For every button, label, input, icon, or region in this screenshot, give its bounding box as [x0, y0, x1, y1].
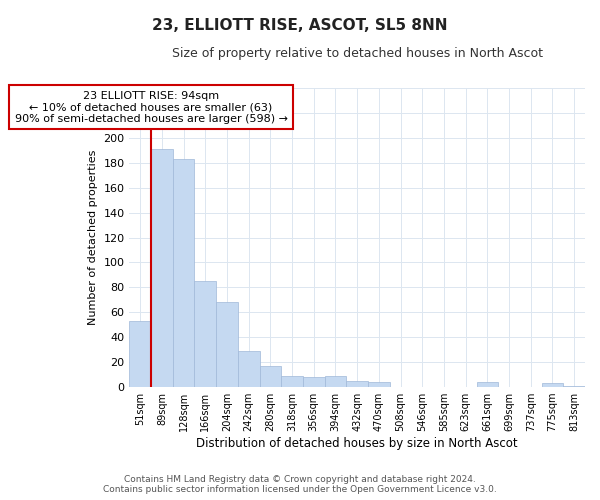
Bar	[476, 382, 498, 387]
Bar	[238, 351, 260, 387]
Text: 23 ELLIOTT RISE: 94sqm
← 10% of detached houses are smaller (63)
90% of semi-det: 23 ELLIOTT RISE: 94sqm ← 10% of detached…	[14, 90, 287, 124]
Bar	[346, 381, 368, 387]
Text: Contains public sector information licensed under the Open Government Licence v3: Contains public sector information licen…	[103, 484, 497, 494]
Bar	[260, 366, 281, 387]
X-axis label: Distribution of detached houses by size in North Ascot: Distribution of detached houses by size …	[196, 437, 518, 450]
Bar	[281, 376, 303, 387]
Bar	[303, 377, 325, 387]
Bar	[173, 159, 194, 387]
Text: Contains HM Land Registry data © Crown copyright and database right 2024.: Contains HM Land Registry data © Crown c…	[124, 475, 476, 484]
Bar	[194, 281, 216, 387]
Bar	[151, 149, 173, 387]
Bar	[563, 386, 585, 387]
Bar	[325, 376, 346, 387]
Title: Size of property relative to detached houses in North Ascot: Size of property relative to detached ho…	[172, 48, 542, 60]
Bar	[542, 384, 563, 387]
Bar	[368, 382, 390, 387]
Bar	[216, 302, 238, 387]
Y-axis label: Number of detached properties: Number of detached properties	[88, 150, 98, 326]
Bar	[130, 321, 151, 387]
Text: 23, ELLIOTT RISE, ASCOT, SL5 8NN: 23, ELLIOTT RISE, ASCOT, SL5 8NN	[152, 18, 448, 32]
